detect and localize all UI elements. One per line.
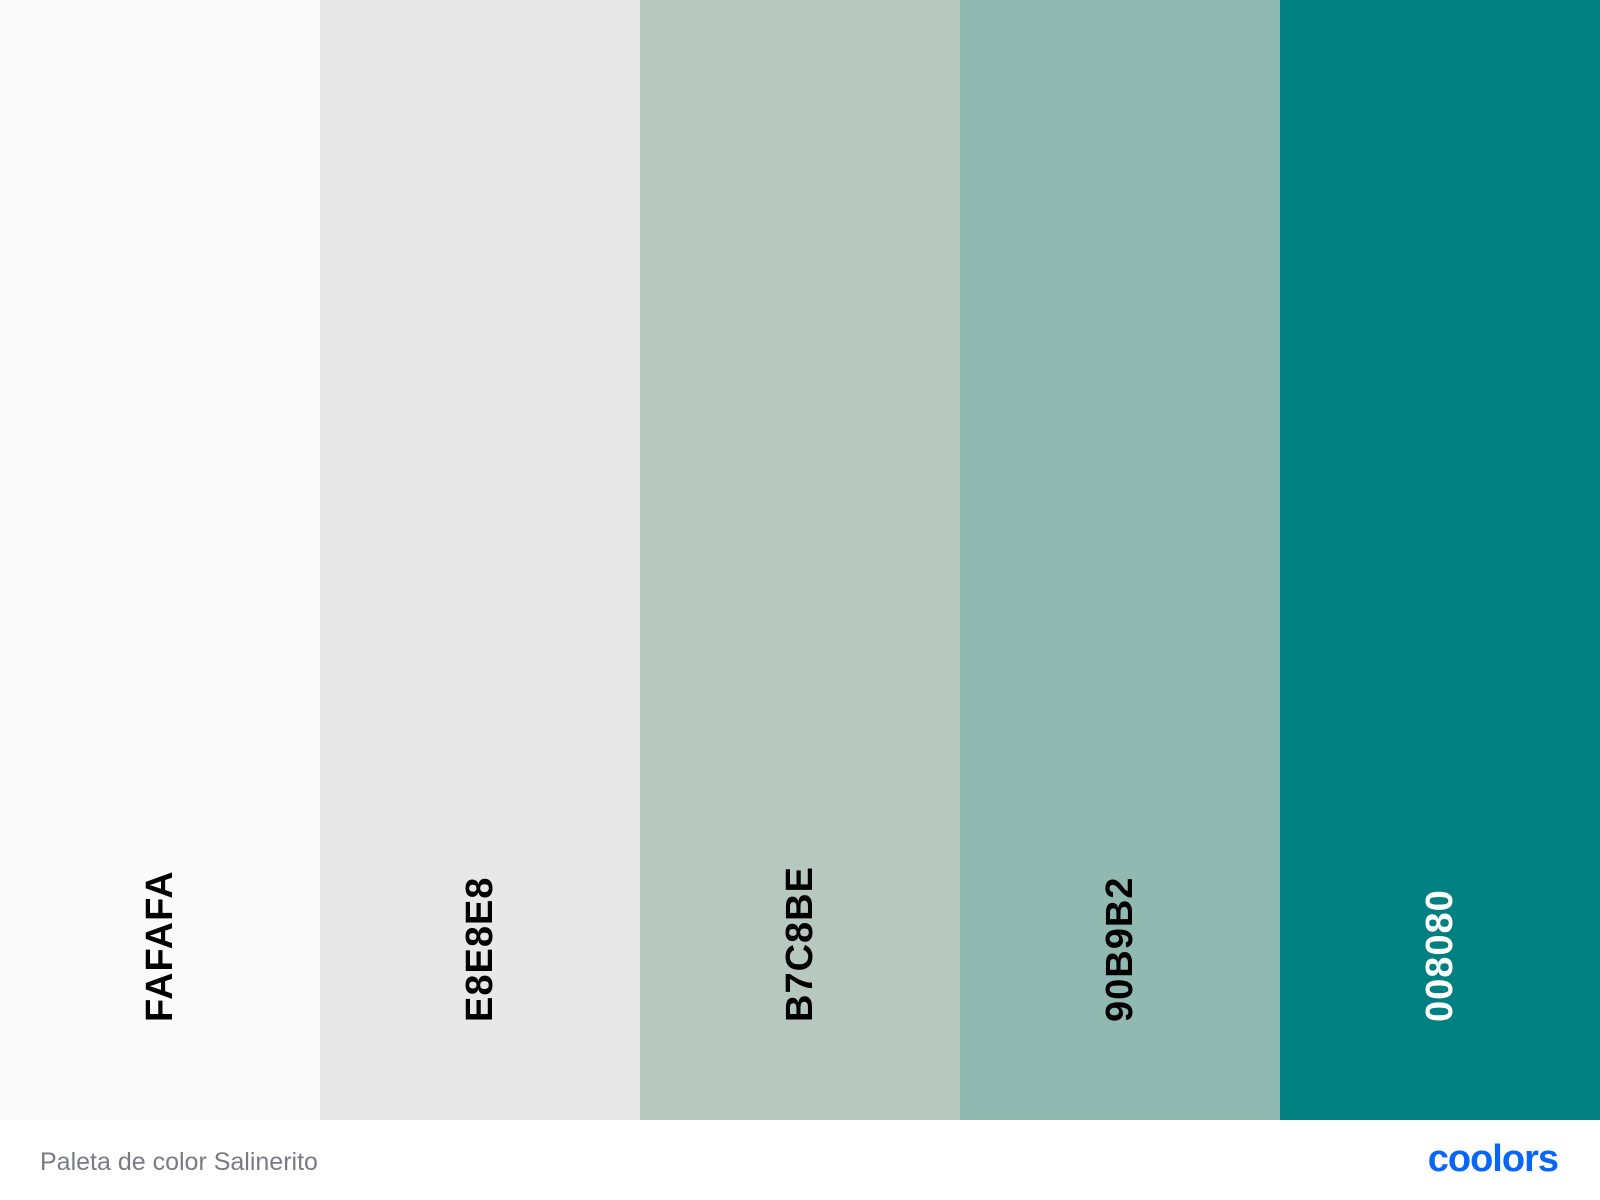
footer: Paleta de color Salinerito coolors [0,1120,1600,1200]
swatch-hex-label: B7C8BE [779,866,821,1022]
coolors-logo[interactable]: coolors [1380,1140,1560,1180]
coolors-logo-text: coolors [1428,1140,1558,1180]
swatch-5[interactable]: 008080 [1280,0,1600,1120]
swatch-hex-label: 008080 [1419,889,1461,1022]
swatch-1[interactable]: FAFAFA [0,0,320,1120]
palette-swatches: FAFAFA E8E8E8 B7C8BE 90B9B2 008080 [0,0,1600,1120]
swatch-hex-label: FAFAFA [139,870,181,1022]
swatch-4[interactable]: 90B9B2 [960,0,1280,1120]
palette-title: Paleta de color Salinerito [40,1148,318,1176]
swatch-2[interactable]: E8E8E8 [320,0,640,1120]
swatch-3[interactable]: B7C8BE [640,0,960,1120]
swatch-hex-label: E8E8E8 [459,876,501,1022]
swatch-hex-label: 90B9B2 [1099,876,1141,1022]
